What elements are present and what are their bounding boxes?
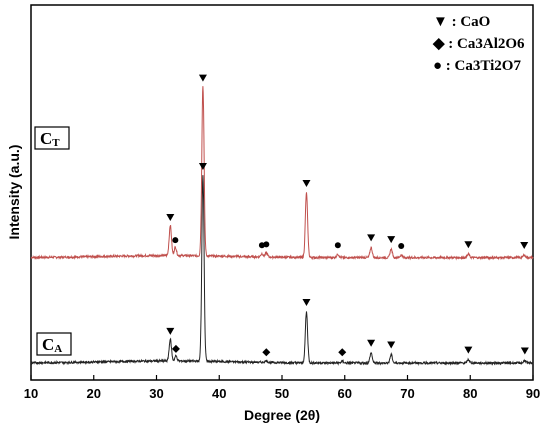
marker-cao (464, 346, 473, 354)
marker-layer (166, 74, 529, 357)
marker-cao (198, 163, 207, 170)
marker-cao (464, 241, 473, 249)
series-line-ca (30, 175, 534, 366)
x-tick-label: 40 (212, 386, 226, 401)
legend-entry-ca3ti2o7: ● : Ca3Ti2O7 (433, 58, 521, 74)
marker-cao (166, 327, 175, 335)
x-tick-label: 80 (463, 386, 477, 401)
x-axis-title: Degree (2θ) (244, 407, 320, 423)
marker-cao (166, 214, 175, 221)
x-tick-label: 10 (24, 386, 38, 401)
y-axis-title: Intensity (a.u.) (6, 145, 22, 240)
series-label-ct: CT (34, 126, 70, 150)
marker-ca3al2o6 (262, 348, 271, 357)
series-label-ca-text: CA (42, 335, 62, 355)
x-tick-label: 50 (275, 386, 289, 401)
marker-cao (302, 299, 311, 306)
marker-ca3ti2o7 (398, 243, 405, 250)
series-line-ct (30, 86, 534, 261)
x-axis: 10 20 30 40 50 60 70 80 90 (24, 375, 540, 401)
x-tick-label: 30 (149, 386, 163, 401)
legend-entry-ca3al2o6: ◆ : Ca3Al2O6 (432, 36, 525, 52)
series-layer (30, 86, 534, 366)
x-tick-label: 20 (87, 386, 101, 401)
marker-cao (520, 347, 529, 355)
marker-ca3ti2o7 (263, 241, 270, 248)
marker-cao (387, 341, 396, 349)
marker-cao (198, 74, 207, 82)
series-label-ca-box (36, 332, 72, 356)
legend: ▼ : CaO ◆ : Ca3Al2O6 ● : Ca3Ti2O7 (432, 14, 525, 74)
marker-cao (367, 339, 376, 347)
marker-cao (387, 236, 396, 244)
marker-cao (367, 234, 376, 242)
x-tick-label: 60 (338, 386, 352, 401)
marker-cao (302, 180, 311, 187)
marker-cao (520, 242, 529, 250)
marker-ca3ti2o7 (172, 237, 179, 244)
series-label-ct-box (34, 126, 70, 150)
series-label-ca: CA (36, 332, 72, 356)
marker-ca3al2o6 (338, 348, 347, 357)
legend-entry-cao: ▼ : CaO (433, 14, 490, 30)
marker-ca3al2o6 (171, 344, 180, 353)
x-tick-label: 70 (400, 386, 414, 401)
x-tick-label: 90 (526, 386, 540, 401)
marker-ca3ti2o7 (334, 242, 341, 249)
series-label-ct-text: CT (40, 129, 60, 149)
